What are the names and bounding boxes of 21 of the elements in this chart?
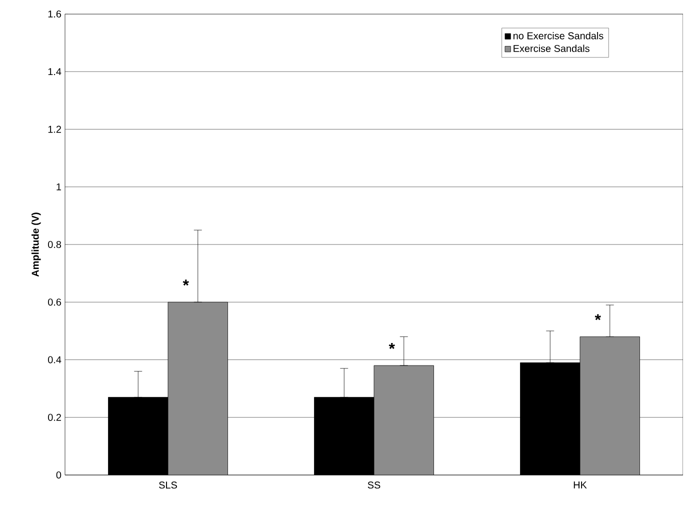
- y-tick-label: 0.8: [48, 240, 62, 248]
- annotation: *: [594, 314, 601, 320]
- bar: [168, 302, 228, 475]
- annotation: *: [182, 280, 189, 286]
- y-tick-label: 0.4: [48, 356, 62, 364]
- y-tick-label: 0.6: [48, 298, 62, 306]
- y-tick-label: 0: [56, 471, 62, 479]
- y-tick-label: 1: [56, 183, 61, 190]
- annotation: *: [388, 343, 395, 349]
- y-tick-label: 1.6: [48, 10, 62, 18]
- bar: [580, 336, 640, 475]
- y-tick-label: 0.2: [48, 414, 61, 421]
- x-tick-label: SLS: [159, 482, 177, 489]
- bar: [374, 366, 434, 475]
- y-axis-title: Amplitude (V): [32, 212, 41, 277]
- y-tick-label: 1.2: [48, 126, 61, 133]
- x-tick-label: SS: [368, 482, 380, 489]
- legend-label: Exercise Sandals: [514, 44, 590, 52]
- x-tick-label: HK: [574, 482, 587, 488]
- y-tick-label: 1.4: [48, 68, 62, 76]
- legend-label: no Exercise Sandals: [514, 32, 604, 40]
